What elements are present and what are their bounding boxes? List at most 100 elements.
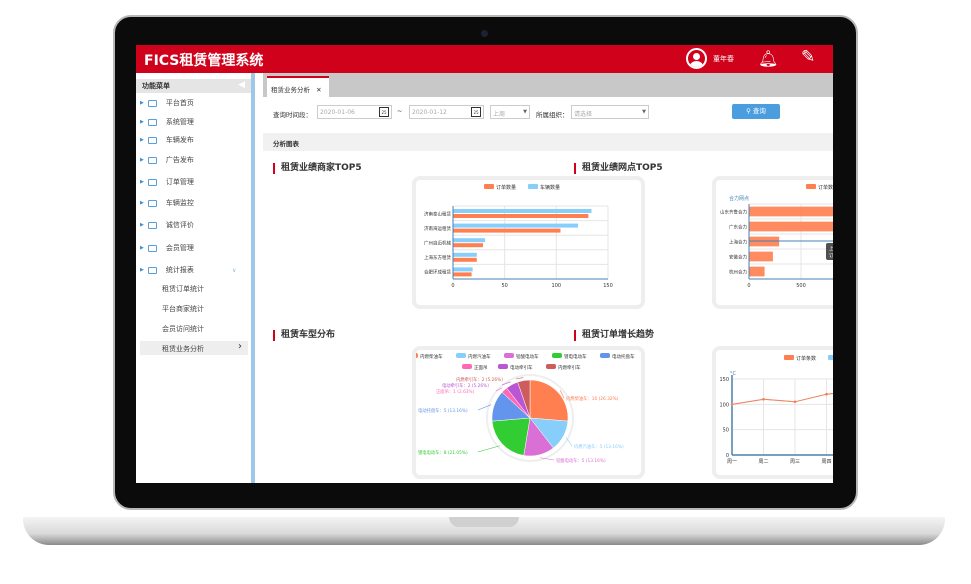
legend-label: 内燃汽油车 — [468, 353, 491, 360]
start-date-input[interactable]: 2020-01-06 25 — [317, 105, 392, 119]
org-select[interactable]: 请选择 ▼ — [571, 105, 649, 119]
y-tick-label: 50 — [723, 428, 729, 434]
pie-label-line — [540, 457, 555, 461]
legend-label: 内燃柴油车 — [420, 353, 443, 360]
folder-icon — [147, 178, 157, 186]
pie-label: 电动牵引车：2 (5.26%) — [442, 382, 489, 389]
y-tick-label: 山东齐鲁合力 — [720, 209, 747, 216]
chevron-right-icon: › — [238, 341, 242, 352]
pie-label-line — [565, 437, 573, 447]
caret-right-icon: ▶ — [140, 157, 144, 163]
sidebar-item[interactable]: ▶ 车辆监控 — [140, 197, 194, 209]
sidebar-item[interactable]: ▶ 统计报表 ∨ — [140, 264, 236, 276]
calendar-icon[interactable]: 25 — [379, 107, 389, 117]
y-tick-label: 安徽合力 — [729, 254, 747, 261]
chart-title-outlet-top5: 租赁业绩网点TOP5 — [574, 163, 663, 174]
sidebar-title-text: 功能菜单 — [142, 82, 170, 90]
bar — [453, 243, 483, 248]
data-point — [762, 397, 765, 401]
bell-icon[interactable]: 🔔︎ — [758, 49, 779, 68]
pie-slice — [491, 417, 531, 456]
sidebar-subitem[interactable]: 会员访问统计 — [162, 325, 204, 333]
caret-right-icon: ▶ — [140, 137, 144, 143]
legend-swatch — [546, 364, 556, 369]
x-tick-label: 周三 — [790, 459, 800, 465]
chevron-down-icon: ∨ — [232, 266, 237, 274]
y-tick-label: 济南泰山租赁 — [424, 210, 451, 217]
bar — [453, 252, 477, 257]
data-point — [825, 392, 828, 396]
active-item-highlight: › — [140, 341, 248, 355]
collapse-icon[interactable]: ◀ — [238, 80, 245, 90]
sidebar-item[interactable]: ▶ 车辆发布 — [140, 134, 194, 146]
sidebar-item[interactable]: ▶ 订单管理 — [140, 176, 194, 188]
sidebar-item[interactable]: ▶ 会员管理 — [140, 242, 194, 254]
close-icon[interactable]: ✕ — [316, 86, 322, 94]
legend-swatch — [504, 353, 514, 358]
sidebar-subitem[interactable]: 租赁订单统计 — [162, 285, 204, 293]
org-label: 所属组织： — [536, 111, 569, 119]
laptop-base — [23, 517, 945, 545]
caret-right-icon: ▶ — [140, 222, 144, 228]
x-tick-label: 0 — [747, 283, 750, 289]
y-tick-label: 150 — [719, 377, 729, 383]
sidebar-title: 功能菜单 ◀ — [136, 79, 251, 93]
search-label: 查询 — [752, 107, 766, 115]
y-tick-label: 上海东方租赁 — [424, 254, 451, 261]
search-button[interactable]: ⚲ 查询 — [732, 104, 780, 119]
sidebar-item[interactable]: ▶ 诚信评价 — [140, 219, 194, 231]
pie-ring — [486, 374, 574, 462]
legend-swatch — [456, 353, 466, 358]
pie-label-line — [559, 390, 565, 399]
chevron-down-icon: ▼ — [523, 109, 527, 115]
sidebar-item-label: 诚信评价 — [165, 221, 194, 229]
chart-card-outlet: 订单数量05001,0001,500山东齐鲁合力广东合力上海合力安徽合力杭州合力… — [712, 176, 833, 309]
username[interactable]: 董年春 — [713, 55, 734, 63]
period-select[interactable]: 上周 ▼ — [490, 105, 530, 119]
sidebar-item[interactable]: ▶ 平台首页 — [140, 97, 194, 109]
legend-swatch — [828, 355, 833, 360]
org-placeholder: 请选择 — [574, 111, 593, 118]
legend-swatch — [416, 353, 418, 358]
pencil-icon[interactable]: ✎ — [801, 47, 816, 67]
legend-label: 电动牵引车 — [510, 364, 533, 371]
x-tick-label: 100 — [552, 283, 562, 289]
camera-icon — [481, 30, 488, 37]
sidebar-subitem[interactable]: 平台商家统计 — [162, 305, 204, 313]
caret-right-icon: ▶ — [140, 179, 144, 185]
x-tick-label: 50 — [501, 283, 507, 289]
pie-label-line — [477, 445, 500, 453]
tab-rental-analysis[interactable]: 租赁业务分析 ✕ — [267, 76, 329, 97]
user-avatar-icon[interactable] — [686, 48, 707, 69]
filter-bar: 查询时间段： 2020-01-06 25 ~ 2020-01-12 25 上周 ▼ 所… — [263, 97, 833, 131]
data-point — [730, 403, 734, 406]
chart-title-vehicle-type: 租赁车型分布 — [273, 330, 335, 341]
y-tick-label: 上海合力 — [729, 239, 747, 246]
pie-label-line — [495, 387, 503, 392]
legend-swatch — [784, 355, 794, 360]
legend-swatch — [528, 184, 538, 189]
date-separator: ~ — [397, 107, 403, 115]
legend-swatch — [484, 184, 494, 189]
pie-label: 正面吊：1 (2.63%) — [436, 389, 475, 395]
y-tick-label: 广州自迈机械 — [424, 240, 451, 247]
calendar-icon[interactable]: 25 — [471, 107, 481, 117]
legend-label: 订单数量 — [496, 184, 516, 191]
end-date-value: 2020-01-12 — [412, 109, 447, 116]
legend-label: 电动托盘车 — [612, 353, 635, 360]
legend-label: 订单数量 — [818, 184, 833, 191]
legend-label: 内燃牵引车 — [558, 364, 581, 371]
legend-label: 铅酸电动车 — [516, 353, 539, 360]
folder-icon — [147, 244, 157, 252]
x-tick-label: 150 — [603, 283, 613, 289]
x-tick-label: 0 — [451, 283, 454, 289]
legend-label: 订单条数 — [796, 355, 816, 362]
sidebar-item[interactable]: ▶ 系统管理 — [140, 116, 194, 128]
bar — [749, 206, 833, 217]
end-date-input[interactable]: 2020-01-12 25 — [409, 105, 484, 119]
tooltip — [826, 243, 833, 260]
sidebar-subitem[interactable]: 租赁业务分析 — [162, 345, 204, 353]
y-axis-name: °C — [730, 371, 737, 377]
sidebar-item[interactable]: ▶ 广告发布 — [140, 154, 194, 166]
legend-label: 车辆数量 — [540, 184, 560, 191]
